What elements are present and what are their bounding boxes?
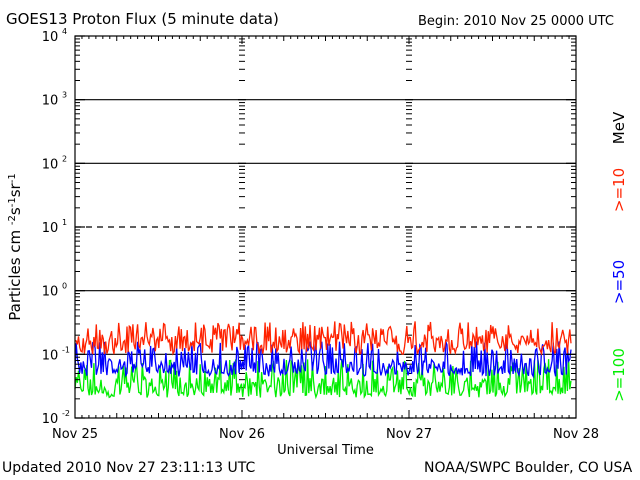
legend-entry: >=10 <box>610 168 628 212</box>
y-tick-exponent: 2 <box>62 154 67 163</box>
chart-title: GOES13 Proton Flux (5 minute data) <box>6 10 279 28</box>
series-layer <box>74 321 572 400</box>
y-tick-label: 10 <box>42 285 59 300</box>
updated-timestamp: Updated 2010 Nov 27 23:11:13 UTC <box>2 460 256 476</box>
y-tick-exponent: 3 <box>62 91 67 100</box>
y-tick-label: 10 <box>42 30 59 45</box>
x-tick-label: Nov 26 <box>219 427 265 442</box>
y-tick-exponent: 0 <box>62 282 67 291</box>
x-tick-label: Nov 25 <box>52 427 98 442</box>
legend-entry: >=50 <box>610 260 628 304</box>
y-tick-label: 10 <box>42 348 59 363</box>
y-tick-label: 10 <box>42 221 59 236</box>
x-tick-label: Nov 28 <box>553 427 599 442</box>
y-tick-exponent: -1 <box>62 345 70 354</box>
x-tick-label: Nov 27 <box>386 427 432 442</box>
series-line-ge50 <box>74 341 572 379</box>
source-credit: NOAA/SWPC Boulder, CO USA <box>424 460 633 476</box>
y-tick-exponent: 4 <box>62 27 67 36</box>
y-tick-label: 10 <box>42 412 59 427</box>
legend-entry: >=100 <box>610 348 628 402</box>
axis-layer <box>74 35 577 419</box>
y-axis-label: Particles cm -2s-1sr-1 <box>6 173 24 320</box>
x-axis-label: Universal Time <box>277 443 374 458</box>
y-tick-exponent: 1 <box>62 218 67 227</box>
legend-unit: MeV <box>610 111 628 144</box>
begin-timestamp: Begin: 2010 Nov 25 0000 UTC <box>418 14 614 29</box>
y-tick-label: 10 <box>42 157 59 172</box>
series-line-ge10 <box>74 321 572 356</box>
y-tick-label: 10 <box>42 94 59 109</box>
y-tick-exponent: -2 <box>62 409 70 418</box>
